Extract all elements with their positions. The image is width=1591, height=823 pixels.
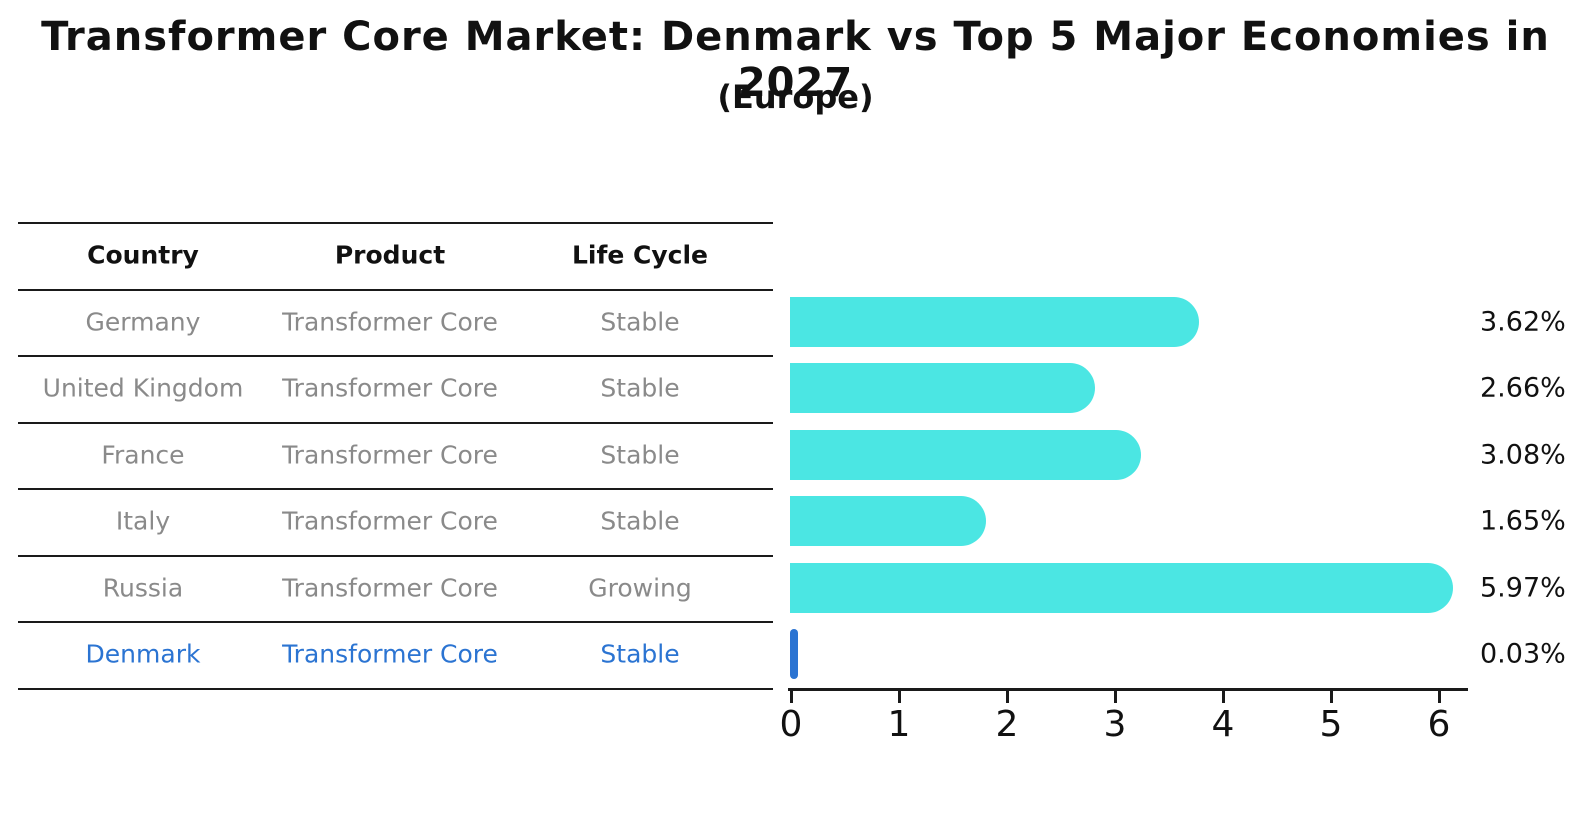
value-label: 0.03% (1480, 638, 1566, 670)
chart-title: Transformer Core Market: Denmark vs Top … (41, 14, 1550, 106)
cell-product: Transformer Core (282, 573, 498, 603)
table-rule-line (18, 355, 773, 357)
cell-product: Transformer Core (282, 307, 498, 337)
x-axis-tick (1330, 691, 1333, 703)
x-axis-tick-label: 5 (1319, 704, 1343, 745)
table-rule-line (18, 488, 773, 490)
x-axis-tick (1006, 691, 1009, 703)
bar-italy (790, 496, 987, 547)
value-label: 3.08% (1480, 439, 1566, 471)
cell-country: Denmark (85, 639, 201, 669)
x-axis-tick (898, 691, 901, 703)
column-header-country: Country (87, 240, 199, 270)
cell-life-cycle: Stable (600, 440, 680, 470)
cell-product: Transformer Core (282, 506, 498, 536)
table-rule-line (18, 222, 773, 224)
cell-product: Transformer Core (282, 639, 498, 669)
bar-denmark (790, 629, 798, 679)
bar-united-kingdom (790, 363, 1096, 414)
chart-subtitle: (Europe) (717, 78, 874, 116)
value-label: 1.65% (1480, 505, 1566, 537)
table-rule-line (18, 621, 773, 623)
column-header-product: Product (334, 240, 446, 270)
value-label: 3.62% (1480, 306, 1566, 338)
bar-germany (790, 297, 1199, 347)
table-rule-line (18, 289, 773, 291)
table-rule-line (18, 422, 773, 424)
cell-country: United Kingdom (42, 373, 244, 403)
x-axis-tick (1114, 691, 1117, 703)
cell-life-cycle: Stable (600, 506, 680, 536)
x-axis-tick (1438, 691, 1441, 703)
x-axis-tick-label: 0 (779, 704, 803, 745)
bar-france (790, 429, 1141, 480)
table-rule-line (18, 688, 773, 690)
table-rule-line (18, 555, 773, 557)
column-header-lifecycle: Life Cycle (571, 240, 709, 270)
x-axis-tick (790, 691, 793, 703)
x-axis-tick-label: 4 (1211, 704, 1235, 745)
x-axis-tick-label: 2 (995, 704, 1019, 745)
x-axis-tick (1222, 691, 1225, 703)
x-axis-tick-label: 3 (1103, 704, 1127, 745)
cell-product: Transformer Core (282, 440, 498, 470)
bar-russia (790, 562, 1453, 613)
x-axis-line (788, 688, 1468, 691)
cell-product: Transformer Core (282, 373, 498, 403)
x-axis-tick-label: 6 (1427, 704, 1451, 745)
cell-country: France (101, 440, 185, 470)
cell-life-cycle: Growing (588, 573, 692, 603)
cell-country: Germany (85, 307, 201, 337)
value-label: 5.97% (1480, 572, 1566, 604)
cell-country: Italy (115, 506, 171, 536)
cell-life-cycle: Stable (600, 639, 680, 669)
value-label: 2.66% (1480, 372, 1566, 404)
cell-country: Russia (102, 573, 184, 603)
cell-life-cycle: Stable (600, 307, 680, 337)
cell-life-cycle: Stable (600, 373, 680, 403)
x-axis-tick-label: 1 (887, 704, 911, 745)
